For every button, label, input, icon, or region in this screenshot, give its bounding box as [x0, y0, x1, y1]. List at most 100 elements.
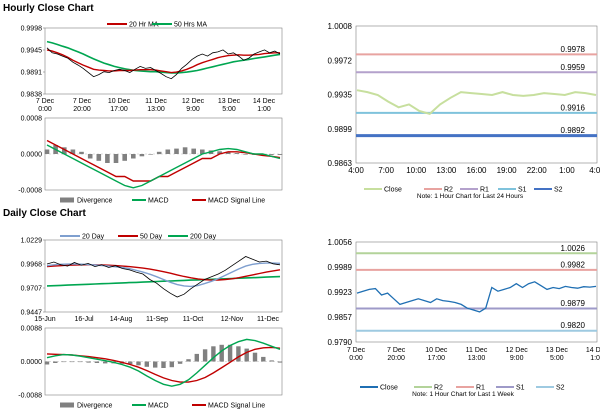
divergence-bar [269, 154, 274, 155]
hourly-price-chart: 0.9998 0.9945 0.9891 0.9838 20 Hr MA 50 Hrs M… [21, 22, 283, 113]
y-tick-label: 0.9935 [328, 91, 353, 100]
x-tick-label: 22:00 [527, 166, 548, 175]
x-tick-label: 13 Dec 5:00 [218, 98, 241, 113]
divergence-bar [61, 361, 66, 363]
divergence-bar [86, 361, 91, 363]
divergence-bar [277, 154, 283, 155]
ma50-line [46, 40, 281, 74]
x-tick-label: 7 Dec 20:00 [73, 98, 92, 113]
divergence-bar [161, 361, 166, 368]
divergence-bar [87, 154, 93, 159]
y-tick-label: -0.0088 [18, 393, 42, 400]
legend-close-label: Close [384, 187, 402, 194]
divergence-bar [194, 353, 199, 362]
divergence-bar [234, 153, 240, 154]
divergence-bar [165, 149, 171, 154]
daily-macd-chart: 0.0088 0.0000 -0.0088 Divergence MACD MACD Si… [18, 326, 283, 410]
divergence-bar [219, 344, 224, 362]
legend-s1-label: S1 [516, 385, 525, 392]
y-tick-label: 0.9899 [328, 125, 353, 134]
x-tick-label: 7 Dec 20:00 [387, 347, 406, 362]
x-tick-label: 10 Dec 17:00 [108, 98, 131, 113]
x-tick-label: 7 Dec 0:00 [36, 98, 55, 113]
divergence-bar [244, 348, 249, 362]
legend-macd-signal-label: MACD Signal Line [208, 403, 265, 410]
legend-s1-label: S1 [518, 187, 527, 194]
x-tick-label: 12-Nov [221, 316, 244, 323]
divergence-bar [200, 149, 205, 154]
divergence-bar [139, 154, 145, 157]
daily-price-chart: 1.0229 0.9968 0.9707 0.9447 20 Day 50 Day 200 … [21, 234, 283, 323]
divergence-bar [44, 361, 50, 365]
divergence-bar [153, 361, 158, 368]
divergence-bar [105, 154, 110, 163]
x-tick-label: 11-Dec [257, 316, 280, 323]
legend-close-label: Close [380, 385, 398, 392]
x-tick-label: 12 Dec 9:00 [506, 347, 529, 362]
divergence-bar [44, 149, 50, 154]
divergence-bar [136, 361, 141, 366]
y-tick-label: -0.0008 [18, 188, 42, 195]
macd-line [46, 144, 281, 189]
x-tick-label: 10:00 [406, 166, 427, 175]
divergence-bar [53, 361, 58, 363]
legend-s2-label: S2 [554, 187, 563, 194]
legend-r2-label: R2 [444, 187, 453, 194]
daily-section-title: Daily Close Chart [3, 208, 86, 219]
level-s2-label: 0.9820 [561, 321, 586, 330]
level-r2-label: 1.0026 [561, 244, 586, 253]
divergence-bar [78, 361, 83, 363]
divergence-bar [269, 360, 274, 362]
chart-note: Note: 1 Hour Chart for Last 24 Hours [417, 193, 524, 200]
macd-line [46, 338, 281, 387]
legend-20-day-label: 20 Day [82, 234, 105, 241]
divergence-bar [103, 361, 108, 364]
y-tick-label: 0.9857 [328, 313, 353, 322]
close-line [46, 47, 281, 80]
ma20-line [46, 262, 281, 288]
divergence-bar [62, 147, 67, 155]
divergence-bar [177, 361, 183, 364]
x-tick-label: 13 Dec 5:00 [546, 347, 569, 362]
x-tick-label: 11-Sep [146, 316, 168, 323]
divergence-bar [211, 346, 216, 362]
legend-s2-label: S2 [556, 385, 565, 392]
divergence-bar [261, 356, 266, 362]
y-tick-label: 1.0056 [328, 238, 353, 247]
legend-divergence-label: Divergence [77, 403, 113, 410]
hourly-section-title: Hourly Close Chart [3, 3, 94, 14]
legend-macd-label: MACD [148, 198, 169, 205]
chart-note: Note: 1 Hour Chart for Last 1 Week [412, 391, 515, 398]
x-tick-label: 11 Dec 13:00 [466, 347, 488, 362]
divergence-bar [128, 361, 133, 365]
divergence-bar [94, 361, 100, 363]
x-tick-label: 4:00 [589, 166, 600, 175]
y-tick-label: 0.9707 [21, 286, 43, 293]
ma20-line [46, 49, 280, 74]
plot-frame [44, 239, 283, 313]
level-r2-label: 0.9978 [561, 45, 586, 54]
x-tick-label: 7 Dec 0:00 [347, 347, 366, 362]
divergence-bar [96, 154, 102, 161]
divergence-bar [182, 147, 188, 155]
divergence-bar [148, 154, 153, 155]
divergence-bar [79, 151, 84, 155]
x-tick-label: 16-Jul [74, 316, 94, 323]
y-tick-label: 0.0000 [21, 359, 43, 366]
legend-200-day-label: 200 Day [190, 234, 217, 241]
legend-r2-label: R2 [434, 385, 443, 392]
legend-divergence-swatch [60, 197, 74, 203]
legend-macd-label: MACD [148, 403, 169, 410]
divergence-bar [131, 154, 136, 159]
hourly-macd-chart: 0.0008 0.0000 -0.0008 Divergence MACD MACD Si… [18, 116, 283, 205]
x-tick-label: 1:00 [559, 166, 575, 175]
divergence-bar [144, 361, 149, 367]
legend-divergence-swatch [60, 402, 74, 408]
close-line [356, 89, 597, 116]
legend-r1-label: R1 [476, 385, 485, 392]
x-tick-label: 7:00 [378, 166, 394, 175]
y-tick-label: 0.9968 [21, 262, 43, 269]
divergence-bar [113, 154, 119, 163]
